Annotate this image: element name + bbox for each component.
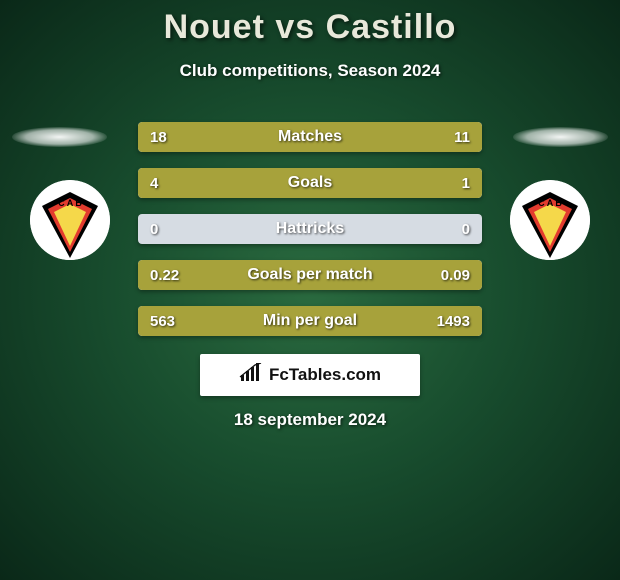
stat-value-right: 1 [462, 168, 470, 198]
badge-shadow-left [12, 127, 107, 147]
stat-row-goals-per-match: 0.22 0.09 Goals per match [138, 260, 482, 290]
svg-text:C A B: C A B [58, 198, 82, 208]
stat-fill-right [413, 168, 482, 198]
stat-fill-left [138, 168, 413, 198]
stat-row-min-per-goal: 563 1493 Min per goal [138, 306, 482, 336]
stat-label: Hattricks [138, 214, 482, 244]
brand-label: FcTables.com [269, 365, 381, 385]
stat-value-left: 0.22 [150, 260, 179, 290]
stat-value-right: 11 [454, 122, 470, 152]
stat-fill-left [138, 122, 352, 152]
team-badge-left: C A B [30, 180, 110, 260]
svg-text:C A B: C A B [538, 198, 562, 208]
page-title: Nouet vs Castillo [0, 0, 620, 47]
stat-bars: 18 11 Matches 4 1 Goals 0 0 Hattricks 0.… [138, 122, 482, 352]
page-subtitle: Club competitions, Season 2024 [0, 61, 620, 81]
stat-value-left: 18 [150, 122, 167, 152]
team-badge-right: C A B [510, 180, 590, 260]
bar-chart-icon [239, 363, 263, 388]
stat-row-hattricks: 0 0 Hattricks [138, 214, 482, 244]
stat-row-goals: 4 1 Goals [138, 168, 482, 198]
stat-row-matches: 18 11 Matches [138, 122, 482, 152]
stat-value-right: 0.09 [441, 260, 470, 290]
stat-value-right: 0 [462, 214, 470, 244]
comparison-infographic: Nouet vs Castillo Club competitions, Sea… [0, 0, 620, 580]
stat-value-left: 4 [150, 168, 158, 198]
date-label: 18 september 2024 [0, 410, 620, 430]
stat-value-left: 563 [150, 306, 175, 336]
brand-box: FcTables.com [200, 354, 420, 396]
badge-shadow-right [513, 127, 608, 147]
stat-value-right: 1493 [437, 306, 470, 336]
stat-value-left: 0 [150, 214, 158, 244]
